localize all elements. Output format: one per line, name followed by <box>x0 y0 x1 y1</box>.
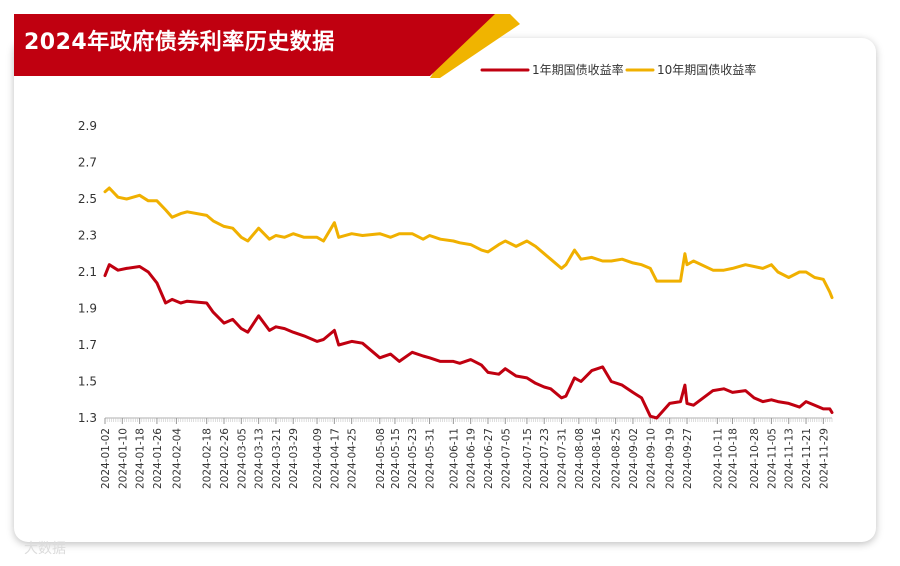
x-tick-label: 2024-09-27 <box>682 428 694 489</box>
series-line-0 <box>103 263 834 420</box>
x-tick-label: 2024-04-25 <box>347 428 359 489</box>
x-tick-label: 2024-03-05 <box>236 428 248 489</box>
y-tick-label: 1.7 <box>78 338 97 352</box>
x-tick-label: 2024-08-16 <box>591 428 603 489</box>
x-tick-label: 2024-11-05 <box>766 428 778 489</box>
x-tick-label: 2024-11-29 <box>818 428 830 489</box>
x-tick-label: 2024-03-29 <box>288 428 300 489</box>
title-banner: 2024年政府债券利率历史数据 <box>0 0 540 78</box>
x-tick-label: 2024-02-18 <box>202 428 214 489</box>
x-tick-label: 2024-10-11 <box>712 428 724 489</box>
x-tick-label: 2024-09-19 <box>665 428 677 489</box>
series-layer <box>103 186 834 420</box>
x-tick-label: 2024-07-23 <box>539 428 551 489</box>
x-tick-label: 2024-10-28 <box>749 428 761 489</box>
x-tick-label: 2024-04-17 <box>329 428 341 489</box>
y-tick-label: 2.7 <box>78 156 97 170</box>
x-tick-label: 2024-01-10 <box>117 428 129 489</box>
x-axis: 2024-01-02 2024-01-10 2024-01-18 2024-01-26… <box>100 417 833 489</box>
x-tick-label: 2024-02-26 <box>219 428 231 489</box>
watermark: 大数据 <box>24 541 66 557</box>
banner-gold-tab <box>430 14 520 78</box>
y-tick-label: 2.5 <box>78 192 97 206</box>
x-tick-label: 2024-05-31 <box>425 428 437 489</box>
x-tick-label: 2024-09-02 <box>628 428 640 489</box>
y-tick-label: 1.9 <box>78 302 97 316</box>
x-tick-label: 2024-05-08 <box>375 428 387 489</box>
y-tick-label: 2.3 <box>78 229 97 243</box>
y-tick-label: 1.3 <box>78 411 97 425</box>
page-title: 2024年政府债券利率历史数据 <box>24 30 335 55</box>
x-tick-label: 2024-01-26 <box>152 428 164 489</box>
x-tick-label: 2024-03-13 <box>254 428 266 489</box>
x-tick-label: 2024-06-11 <box>448 428 460 489</box>
x-tick-label: 2024-04-09 <box>312 428 324 489</box>
x-tick-label: 2024-05-23 <box>407 428 419 489</box>
chart-card <box>14 38 876 542</box>
x-tick-label: 2024-08-25 <box>611 428 623 489</box>
x-tick-label: 2024-01-18 <box>135 428 147 489</box>
x-tick-label: 2024-11-21 <box>801 428 813 489</box>
x-tick-label: 2024-06-27 <box>483 428 495 489</box>
x-tick-label: 2024-06-19 <box>466 428 478 489</box>
banner-shape <box>14 14 520 78</box>
x-tick-label: 2024-03-21 <box>271 428 283 489</box>
legend-label-1: 10年期国债收益率 <box>657 62 756 77</box>
x-tick-label: 2024-10-18 <box>727 428 739 489</box>
x-tick-label: 2024-07-15 <box>522 428 534 489</box>
x-tick-label: 2024-05-15 <box>390 428 402 489</box>
legend-label-0: 1年期国债收益率 <box>532 62 624 77</box>
banner-red-band <box>14 14 495 76</box>
x-tick-label: 2024-01-02 <box>100 428 112 489</box>
x-tick-label: 2024-07-31 <box>557 428 569 489</box>
x-tick-label: 2024-07-05 <box>500 428 512 489</box>
y-tick-label: 1.5 <box>78 375 97 389</box>
y-tick-label: 2.9 <box>78 119 97 133</box>
x-tick-label: 2024-11-13 <box>784 428 796 489</box>
x-tick-label: 2024-08-08 <box>574 428 586 489</box>
legend: 1年期国债收益率 10年期国债收益率 <box>480 62 756 77</box>
y-tick-label: 2.1 <box>78 265 97 279</box>
y-axis: 1.3 1.5 1.7 1.9 2.1 2.3 2.5 2.7 2.9 <box>78 119 97 425</box>
x-tick-label: 2024-02-04 <box>171 428 183 489</box>
x-tick-label: 2024-09-10 <box>645 428 657 489</box>
series-line-1 <box>103 186 834 300</box>
